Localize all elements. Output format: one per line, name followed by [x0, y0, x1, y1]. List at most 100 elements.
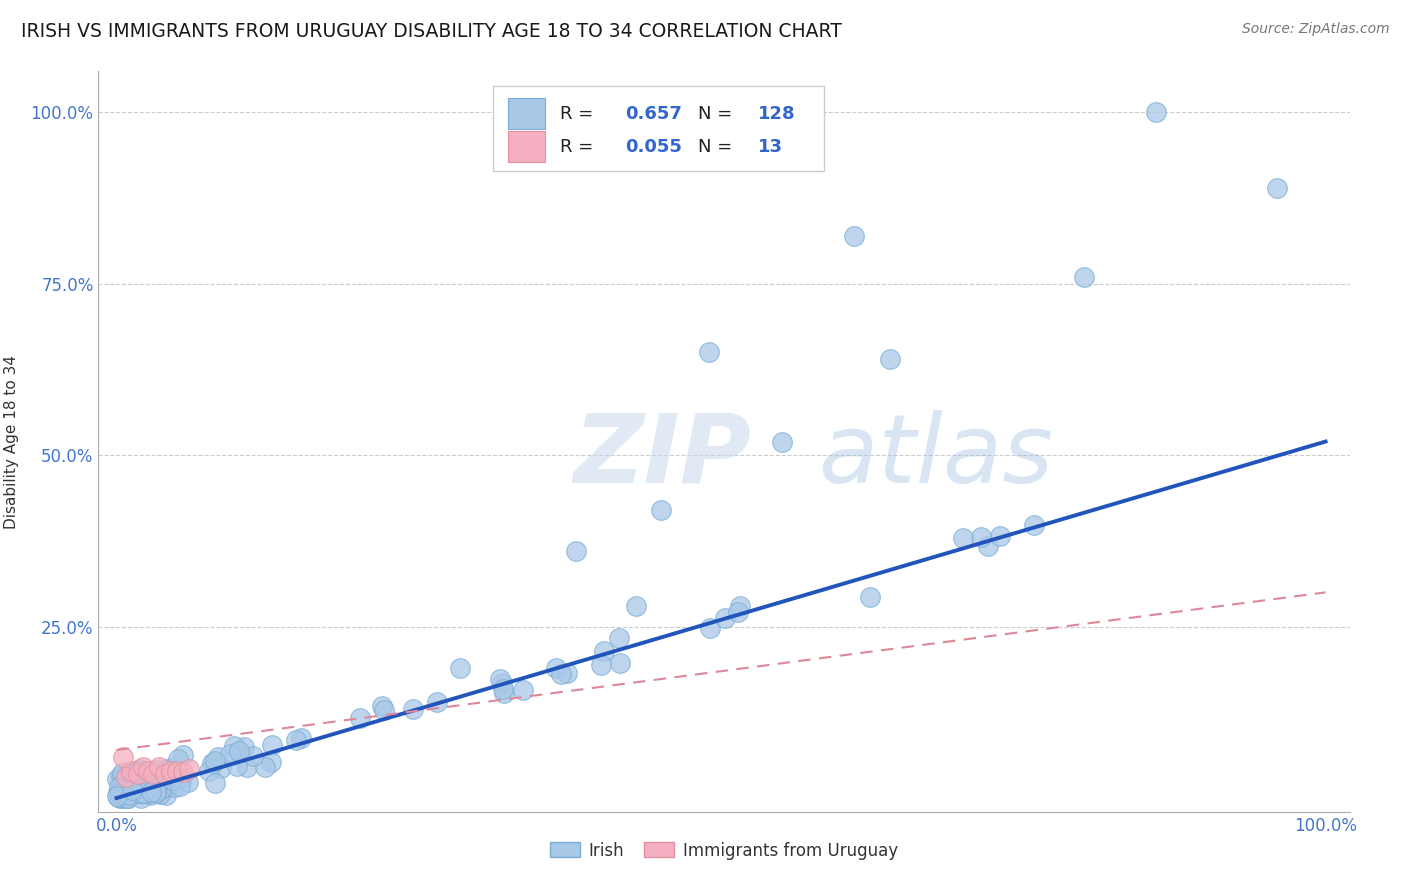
Point — [550, 666, 572, 681]
Point — [260, 755, 283, 769]
Point — [770, 434, 793, 449]
Point — [879, 352, 901, 367]
Point — [141, 777, 163, 791]
Point — [1265, 181, 1288, 195]
Text: 0.657: 0.657 — [626, 104, 682, 122]
Point — [117, 791, 139, 805]
Point — [225, 759, 247, 773]
Point — [449, 661, 471, 675]
Point — [110, 791, 132, 805]
Point — [699, 621, 721, 635]
Point — [121, 783, 143, 797]
Point — [127, 775, 149, 789]
Point — [127, 784, 149, 798]
Point — [166, 752, 188, 766]
Point — [148, 775, 170, 789]
Point — [146, 771, 169, 785]
Point — [129, 780, 152, 795]
Point — [141, 785, 163, 799]
Point — [111, 766, 134, 780]
Point — [169, 779, 191, 793]
Point — [626, 599, 648, 613]
Point — [115, 771, 138, 785]
Point — [228, 744, 250, 758]
Point — [198, 764, 221, 779]
Text: IRISH VS IMMIGRANTS FROM URUGUAY DISABILITY AGE 18 TO 34 CORRELATION CHART: IRISH VS IMMIGRANTS FROM URUGUAY DISABIL… — [21, 22, 842, 41]
Point — [112, 780, 135, 794]
Point — [242, 748, 264, 763]
Point — [209, 761, 232, 775]
Point — [115, 791, 138, 805]
Point — [373, 703, 395, 717]
Point — [492, 686, 515, 700]
Legend: Irish, Immigrants from Uruguay: Irish, Immigrants from Uruguay — [544, 835, 904, 866]
Point — [110, 769, 132, 783]
Point — [132, 786, 155, 800]
Point — [148, 770, 170, 784]
Point — [142, 767, 165, 781]
Point — [713, 611, 735, 625]
Point — [120, 770, 142, 784]
Point — [153, 773, 176, 788]
Point — [134, 786, 156, 800]
Point — [204, 775, 226, 789]
Point — [172, 748, 194, 763]
Point — [163, 760, 186, 774]
Text: atlas: atlas — [818, 409, 1053, 503]
Point — [115, 772, 138, 787]
Point — [129, 766, 152, 780]
Point — [262, 738, 284, 752]
Point — [153, 780, 176, 795]
FancyBboxPatch shape — [492, 87, 824, 171]
Y-axis label: Disability Age 18 to 34: Disability Age 18 to 34 — [4, 354, 20, 529]
Text: N =: N = — [697, 138, 738, 156]
Point — [1073, 270, 1095, 285]
Point — [118, 789, 141, 803]
Point — [650, 503, 672, 517]
Point — [254, 760, 277, 774]
Point — [1144, 105, 1167, 120]
Point — [127, 764, 149, 778]
Point — [160, 764, 183, 778]
Point — [153, 767, 176, 781]
Point — [204, 754, 226, 768]
Point — [105, 772, 128, 786]
Point — [232, 740, 254, 755]
Point — [107, 786, 129, 800]
Point — [120, 766, 142, 780]
Text: R =: R = — [560, 104, 599, 122]
Point — [609, 657, 631, 671]
Point — [135, 778, 157, 792]
Point — [148, 760, 170, 774]
Point — [166, 764, 188, 778]
Point — [592, 644, 614, 658]
Point — [129, 787, 152, 801]
Point — [172, 771, 194, 785]
Point — [141, 772, 163, 786]
Point — [607, 631, 630, 645]
Point — [129, 791, 152, 805]
Point — [139, 788, 162, 802]
Point — [557, 665, 579, 680]
Point — [128, 762, 150, 776]
Point — [138, 769, 160, 783]
Point — [149, 781, 172, 796]
Point — [145, 785, 167, 799]
Bar — [508, 131, 546, 162]
Point — [728, 599, 751, 614]
Point — [107, 789, 129, 803]
Point — [110, 781, 132, 796]
Point — [159, 778, 181, 792]
Point — [201, 756, 224, 770]
Point — [952, 531, 974, 545]
Point — [565, 544, 588, 558]
Point — [120, 764, 142, 778]
Point — [176, 775, 198, 789]
Text: 0.055: 0.055 — [626, 138, 682, 156]
Point — [236, 760, 259, 774]
Point — [149, 787, 172, 801]
Point — [124, 768, 146, 782]
Point — [222, 739, 245, 753]
Point — [371, 699, 394, 714]
Point — [155, 788, 177, 802]
